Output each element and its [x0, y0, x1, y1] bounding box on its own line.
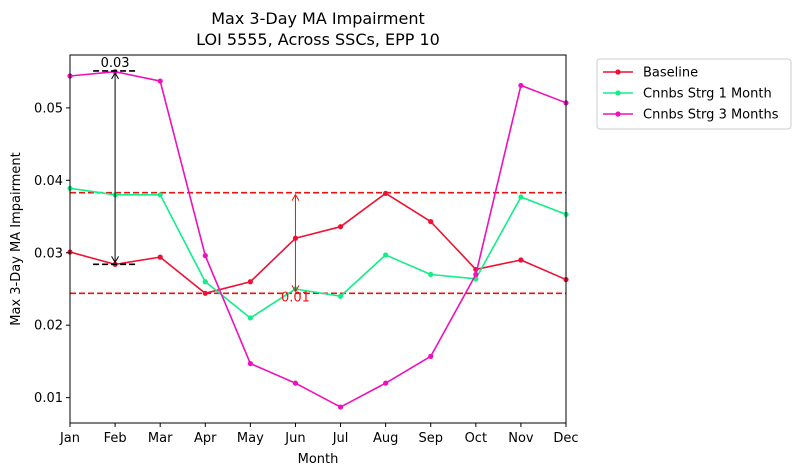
arrow-head: [291, 285, 300, 293]
legend-label: Baseline: [643, 66, 698, 81]
data-point: [157, 192, 163, 198]
x-tick-label: Aug: [373, 431, 398, 446]
x-tick-label: Oct: [465, 431, 487, 446]
x-tick-label: Sep: [418, 431, 443, 446]
legend: Baseline Cnnbs Strg 1 Month Cnnbs Strg 3 M…: [596, 58, 792, 130]
legend-item: Cnnbs Strg 1 Month: [603, 87, 772, 102]
x-tick-label: Mar: [148, 431, 173, 446]
data-point: [383, 190, 389, 196]
data-point: [157, 254, 163, 260]
data-point: [247, 279, 253, 285]
data-point: [473, 271, 479, 278]
data-point: [518, 194, 524, 200]
y-tick-label: 0.03: [34, 246, 63, 261]
series-line: [69, 192, 567, 295]
data-point: [247, 360, 253, 367]
data-point: [337, 224, 344, 230]
data-point: [337, 293, 344, 299]
legend-marker: [615, 90, 621, 96]
data-point: [518, 257, 524, 263]
legend-marker: [615, 69, 621, 75]
x-tick-label: Feb: [104, 431, 127, 446]
legend-label: Cnnbs Strg 1 Month: [643, 87, 772, 102]
annotation-label: 0.01: [281, 290, 310, 305]
arrow-head: [291, 193, 300, 201]
x-tick-label: May: [237, 431, 264, 446]
x-tick-label: Dec: [553, 431, 578, 446]
y-axis: 0.01 0.02 0.03 0.04 0.05: [34, 101, 70, 406]
data-point: [428, 271, 434, 278]
data-point: [202, 253, 208, 259]
x-tick-label: Jun: [284, 431, 305, 446]
range-annotation: 0.03: [93, 56, 138, 266]
series-line: [69, 187, 567, 319]
arrow-head: [111, 71, 120, 80]
data-point: [202, 279, 208, 285]
data-point: [518, 82, 524, 89]
data-point: [383, 252, 389, 258]
data-point: [292, 380, 299, 386]
x-tick-label: Apr: [194, 431, 217, 446]
y-tick-label: 0.02: [34, 319, 63, 334]
data-point: [202, 290, 208, 296]
legend-item: Cnnbs Strg 3 Months: [603, 108, 779, 123]
legend-label: Cnnbs Strg 3 Months: [643, 108, 779, 123]
data-point: [428, 219, 434, 225]
y-axis-label: Max 3-Day MA Impairment: [9, 152, 24, 325]
data-point: [337, 404, 344, 410]
data-point: [157, 78, 163, 84]
data-point: [428, 353, 434, 359]
range-annotation: 0.01: [281, 193, 310, 305]
y-tick-label: 0.04: [34, 174, 63, 189]
annotation-label: 0.03: [101, 56, 130, 71]
data-point: [247, 315, 253, 321]
legend-frame: [596, 58, 792, 130]
y-tick-label: 0.05: [34, 101, 63, 116]
plot-area: 0.03 0.01: [67, 56, 569, 410]
data-point: [383, 380, 389, 386]
series-line: [69, 70, 567, 408]
legend-item: Baseline: [603, 66, 698, 81]
x-tick-label: Nov: [508, 431, 534, 446]
chart-title: Max 3-Day MA Impairment: [211, 9, 424, 28]
x-tick-label: Jan: [59, 431, 80, 446]
x-axis-label: Month: [298, 452, 339, 467]
y-tick-label: 0.01: [34, 391, 63, 406]
legend-marker: [615, 111, 621, 117]
plot-frame: [69, 54, 567, 424]
chart-subtitle: LOI 5555, Across SSCs, EPP 10: [196, 30, 440, 49]
x-tick-label: Jul: [332, 431, 349, 446]
x-axis: Jan Feb Mar Apr May Jun Jul Aug Sep Oct Nov Dec: [59, 423, 579, 446]
arrow-head: [111, 256, 120, 264]
